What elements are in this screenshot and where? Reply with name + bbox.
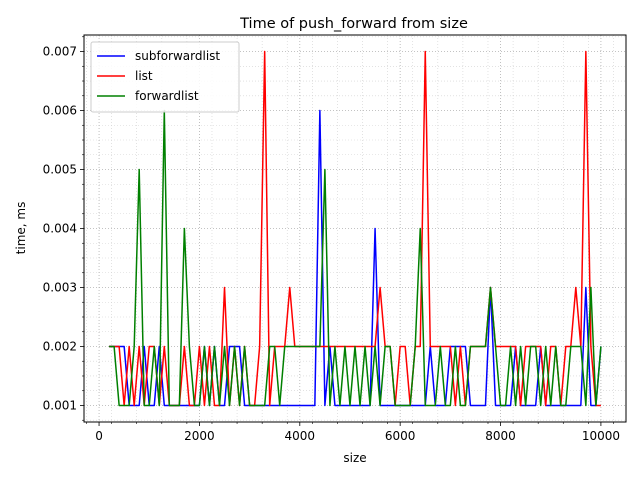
legend-label-list: list [135,69,153,83]
legend: subforwardlist list forwardlist [90,41,240,113]
series-line-forwardlist [109,109,602,407]
y-tick-label: 0.006 [43,104,77,118]
x-tick-label: 6000 [385,429,416,443]
legend-label-forwardlist: forwardlist [135,89,199,103]
y-tick-label: 0.004 [43,222,77,236]
y-axis: 0.001 0.002 0.003 0.004 0.005 0.006 0.007 [43,36,84,421]
x-axis-label: size [343,451,366,465]
x-tick-label: 0 [95,429,103,443]
y-tick-label: 0.002 [43,339,77,353]
y-tick-label: 0.001 [43,398,77,412]
y-axis-label: time, ms [14,202,28,255]
x-tick-label: 2000 [184,429,215,443]
x-tick-label: 4000 [285,429,316,443]
x-axis: 0 2000 4000 6000 8000 10000 [86,422,620,443]
x-tick-label: 8000 [485,429,516,443]
series-lines [109,50,602,407]
legend-label-subforwardlist: subforwardlist [135,49,220,63]
y-tick-label: 0.007 [43,45,77,59]
y-tick-label: 0.005 [43,163,77,177]
y-tick-label: 0.003 [43,280,77,294]
x-tick-label: 10000 [582,429,620,443]
chart-title: Time of push_forward from size [239,16,468,32]
legend-box [90,41,240,113]
